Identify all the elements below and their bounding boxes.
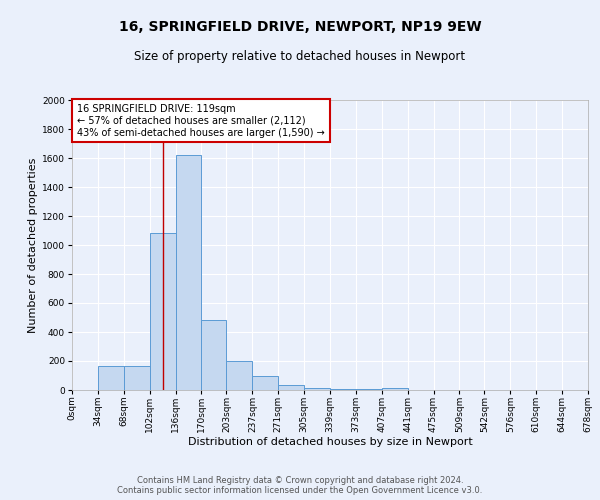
Bar: [176, 155, 202, 390]
Bar: [226, 361, 253, 390]
Bar: [382, 388, 407, 390]
Bar: [202, 320, 226, 390]
Text: Size of property relative to detached houses in Newport: Size of property relative to detached ho…: [134, 50, 466, 63]
Bar: [278, 385, 304, 390]
Y-axis label: Number of detached properties: Number of detached properties: [28, 158, 38, 332]
Text: Contains HM Land Registry data © Crown copyright and database right 2024.: Contains HM Land Registry data © Crown c…: [137, 476, 463, 485]
Text: 16, SPRINGFIELD DRIVE, NEWPORT, NP19 9EW: 16, SPRINGFIELD DRIVE, NEWPORT, NP19 9EW: [119, 20, 481, 34]
Text: 16 SPRINGFIELD DRIVE: 119sqm
← 57% of detached houses are smaller (2,112)
43% of: 16 SPRINGFIELD DRIVE: 119sqm ← 57% of de…: [77, 104, 325, 138]
Bar: [149, 234, 176, 390]
Text: Contains public sector information licensed under the Open Government Licence v3: Contains public sector information licen…: [118, 486, 482, 495]
Bar: [253, 376, 278, 390]
Bar: [304, 388, 330, 390]
Bar: [98, 366, 124, 390]
Bar: [330, 388, 356, 390]
X-axis label: Distribution of detached houses by size in Newport: Distribution of detached houses by size …: [188, 438, 472, 448]
Bar: [124, 366, 149, 390]
